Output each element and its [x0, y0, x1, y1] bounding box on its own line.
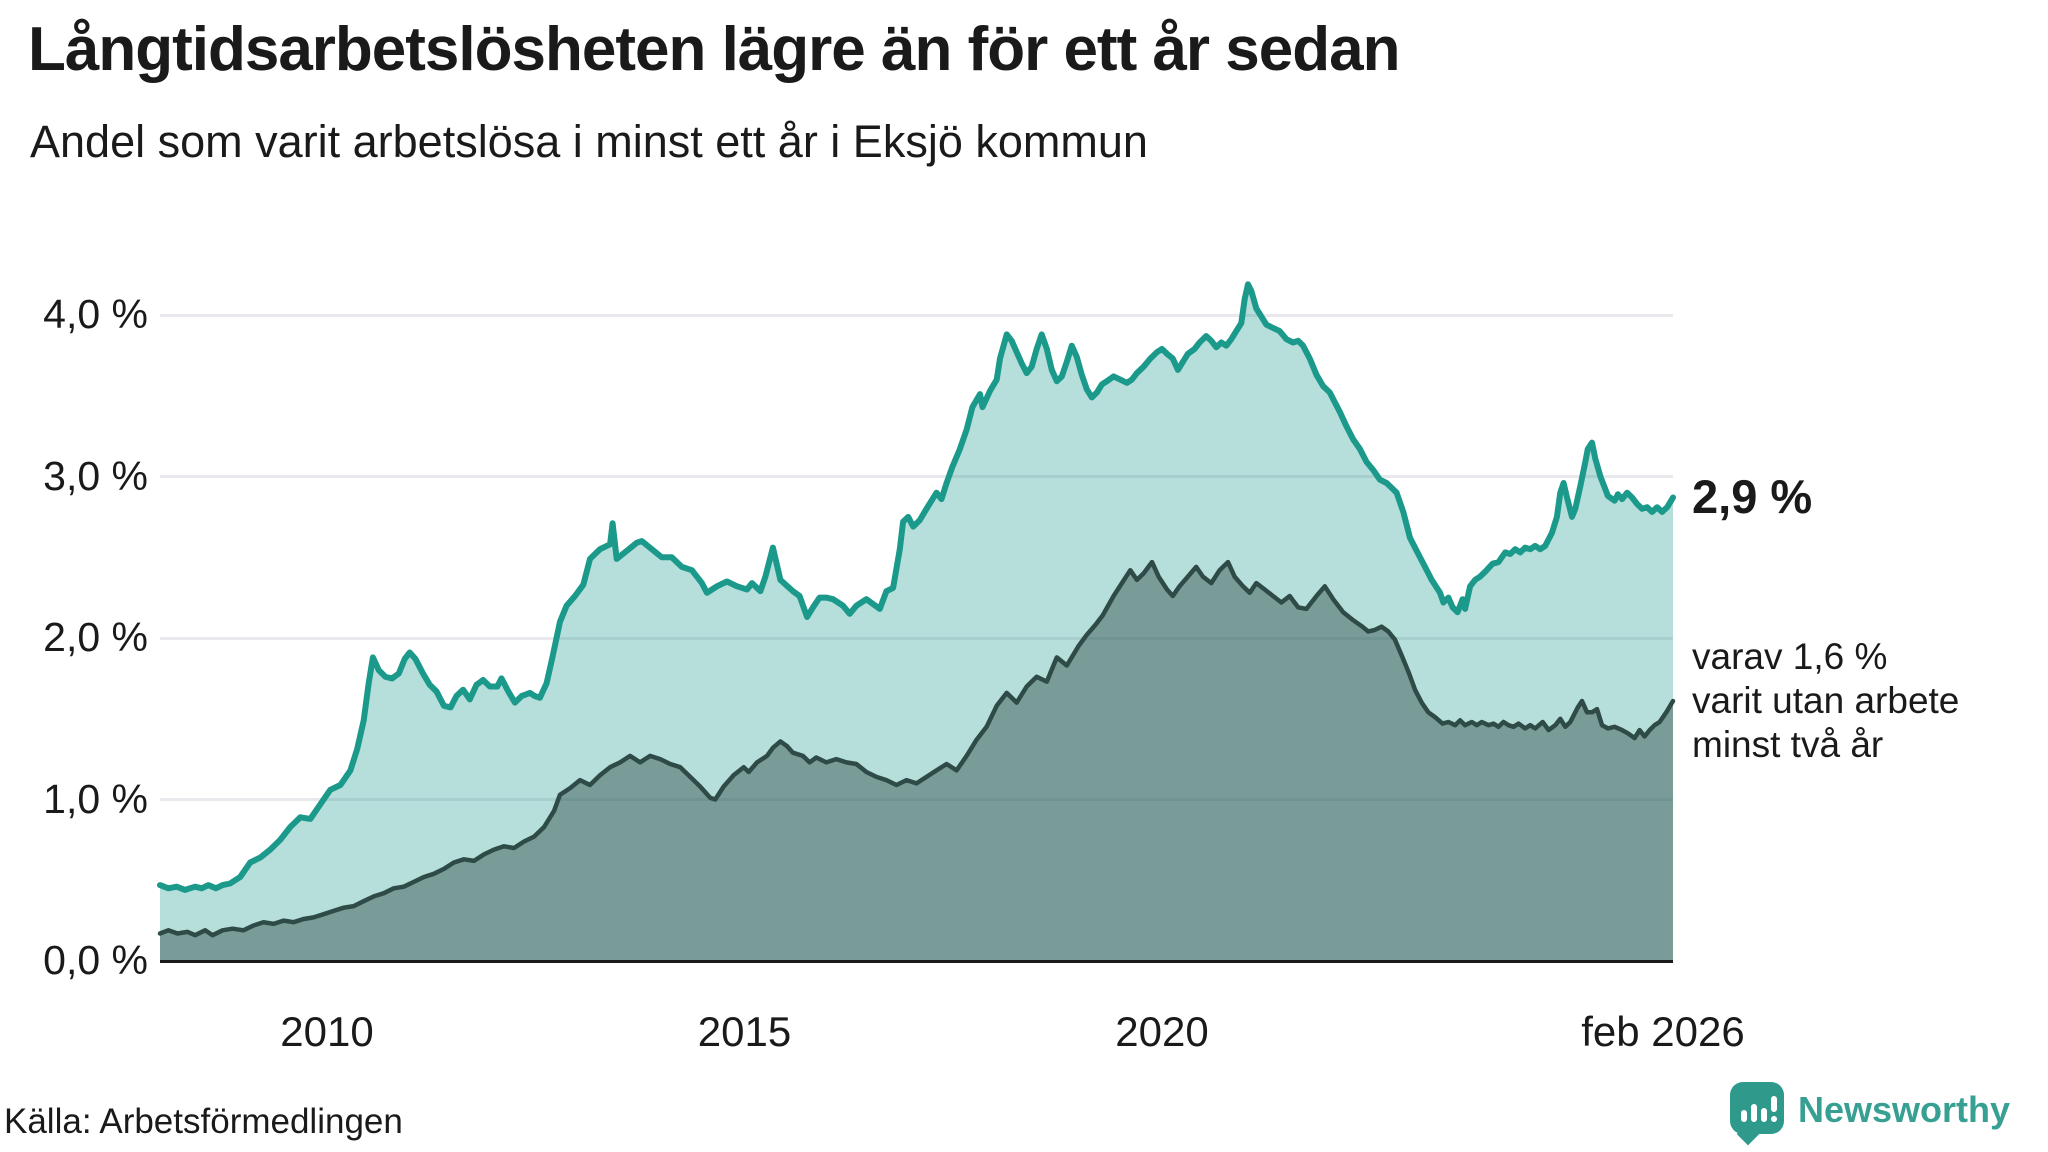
y-tick-label: 3,0 %: [43, 452, 148, 499]
gridline: [160, 798, 1673, 801]
logo-bar-icon: [1761, 1108, 1767, 1122]
x-tick-label: 2020: [1115, 1008, 1209, 1055]
gridline: [160, 636, 1673, 640]
page-title: Långtidsarbetslösheten lägre än för ett …: [28, 15, 1400, 84]
series-note-annotation: varav 1,6 % varit utan arbete minst två …: [1692, 635, 1959, 767]
series-line-one-year: [157, 281, 1676, 893]
series-line-two-years: [157, 559, 1676, 938]
gridline: [160, 475, 1673, 478]
newsworthy-brand[interactable]: Newsworthy: [1730, 1082, 2011, 1146]
end-value-annotation: 2,9 %: [1692, 470, 1813, 524]
y-tick-label: 1,0 %: [43, 775, 148, 822]
y-tick-label: 0,0 %: [43, 937, 148, 983]
page-subtitle: Andel som varit arbetslösa i minst ett å…: [30, 116, 1148, 167]
note-line: minst två år: [1692, 723, 1884, 765]
area-fill-two-years: [160, 562, 1673, 961]
newsworthy-logo-icon: [1730, 1082, 1784, 1146]
y-tick-label: 4,0 %: [43, 291, 148, 337]
logo-exclamation-icon: [1771, 1096, 1777, 1112]
x-axis-line: [160, 959, 1673, 963]
source-caption: Källa: Arbetsförmedlingen: [4, 1102, 403, 1141]
note-line: varit utan arbete: [1692, 679, 1960, 721]
logo-bar-icon: [1741, 1110, 1747, 1122]
brand-name: Newsworthy: [1798, 1089, 2011, 1130]
x-tick-label: feb 2026: [1581, 1008, 1745, 1055]
note-line: varav 1,6 %: [1692, 635, 1888, 677]
area-fill-one-year: [160, 284, 1673, 961]
logo-exclamation-dot: [1771, 1116, 1777, 1122]
x-tick-label: 2010: [280, 1008, 374, 1055]
y-tick-label: 2,0 %: [43, 614, 148, 660]
gridline: [160, 313, 1673, 317]
logo-bar-icon: [1751, 1104, 1757, 1122]
x-tick-label: 2015: [697, 1008, 792, 1055]
